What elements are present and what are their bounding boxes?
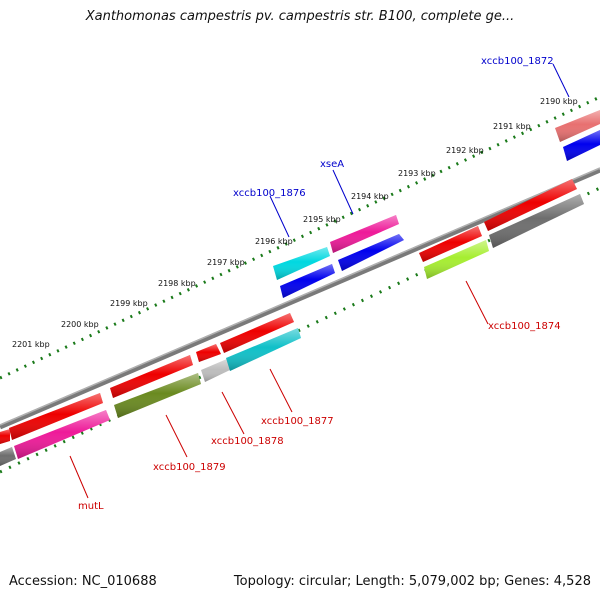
gene-arrow-shade — [114, 373, 201, 418]
accession-label: Accession: NC_010688 — [9, 574, 157, 589]
gene-arrow-shade — [0, 447, 16, 466]
gene-arrow-shade — [220, 313, 294, 353]
gene-label-xseA[interactable]: xseA — [320, 159, 344, 170]
gene-arrow-shade — [489, 194, 584, 248]
gene-arrow-shade — [563, 130, 600, 161]
scale-label: 2199 kbp — [110, 299, 148, 308]
gene-arrow-shade — [419, 226, 482, 262]
gene-arrow-shade — [273, 247, 330, 280]
gene-arrow-shade — [201, 359, 230, 382]
label-leaders — [69, 63, 570, 499]
gene-label-xccb100_1874[interactable]: xccb100_1874 — [488, 321, 561, 332]
inner-scale-ticks — [0, 186, 600, 474]
scale-label: 2193 kbp — [398, 169, 436, 178]
gene-arrow-shade — [110, 355, 193, 398]
gene-arrow-shade — [196, 344, 221, 362]
scale-label: 2200 kbp — [61, 320, 99, 329]
gene-arrow-shade — [0, 429, 10, 444]
scale-label: 2196 kbp — [255, 237, 293, 246]
scale-label: 2197 kbp — [207, 258, 245, 267]
scale-label: 2201 kbp — [12, 340, 50, 349]
gene-arrow-shade — [555, 110, 600, 142]
gene-arrow-shade — [9, 393, 103, 440]
scale-label: 2190 kbp — [540, 97, 578, 106]
gene-arrow-shade — [338, 234, 404, 271]
gene-arrow-shade — [424, 240, 489, 279]
scale-label: 2195 kbp — [303, 215, 341, 224]
gene-label-xccb100_1877[interactable]: xccb100_1877 — [261, 416, 334, 427]
gene-label-mutL[interactable]: mutL — [78, 501, 104, 512]
map-title: Xanthomonas campestris pv. campestris st… — [85, 9, 515, 24]
scale-label: 2191 kbp — [493, 122, 531, 131]
gene-arrow-shade — [226, 328, 301, 371]
scale-label: 2192 kbp — [446, 146, 484, 155]
gene-arrow-shade — [280, 264, 335, 298]
genome-backbone — [0, 167, 600, 430]
forward-strand-genes — [0, 110, 600, 444]
gene-label-xccb100_1878[interactable]: xccb100_1878 — [211, 436, 284, 447]
inner-scale-track — [0, 186, 600, 474]
gene-labels: xccb100_1872 xseA xccb100_1876 xccb100_1… — [78, 56, 561, 512]
scale-label: 2194 kbp — [351, 192, 389, 201]
gene-arrow-shade — [484, 179, 577, 231]
gene-arrow-shade — [14, 410, 110, 459]
reverse-strand-genes — [0, 130, 600, 466]
topology-label: Topology: circular; Length: 5,079,002 bp… — [233, 574, 591, 589]
scale-label: 2198 kbp — [158, 279, 196, 288]
scale-labels: 2190 kbp 2191 kbp 2192 kbp 2193 kbp 2194… — [12, 97, 578, 349]
gene-label-xccb100_1879[interactable]: xccb100_1879 — [153, 462, 226, 473]
gene-label-xccb100_1876[interactable]: xccb100_1876 — [233, 188, 306, 199]
gene-label-xccb100_1872[interactable]: xccb100_1872 — [481, 56, 554, 67]
gene-arrow-shade — [330, 215, 399, 253]
